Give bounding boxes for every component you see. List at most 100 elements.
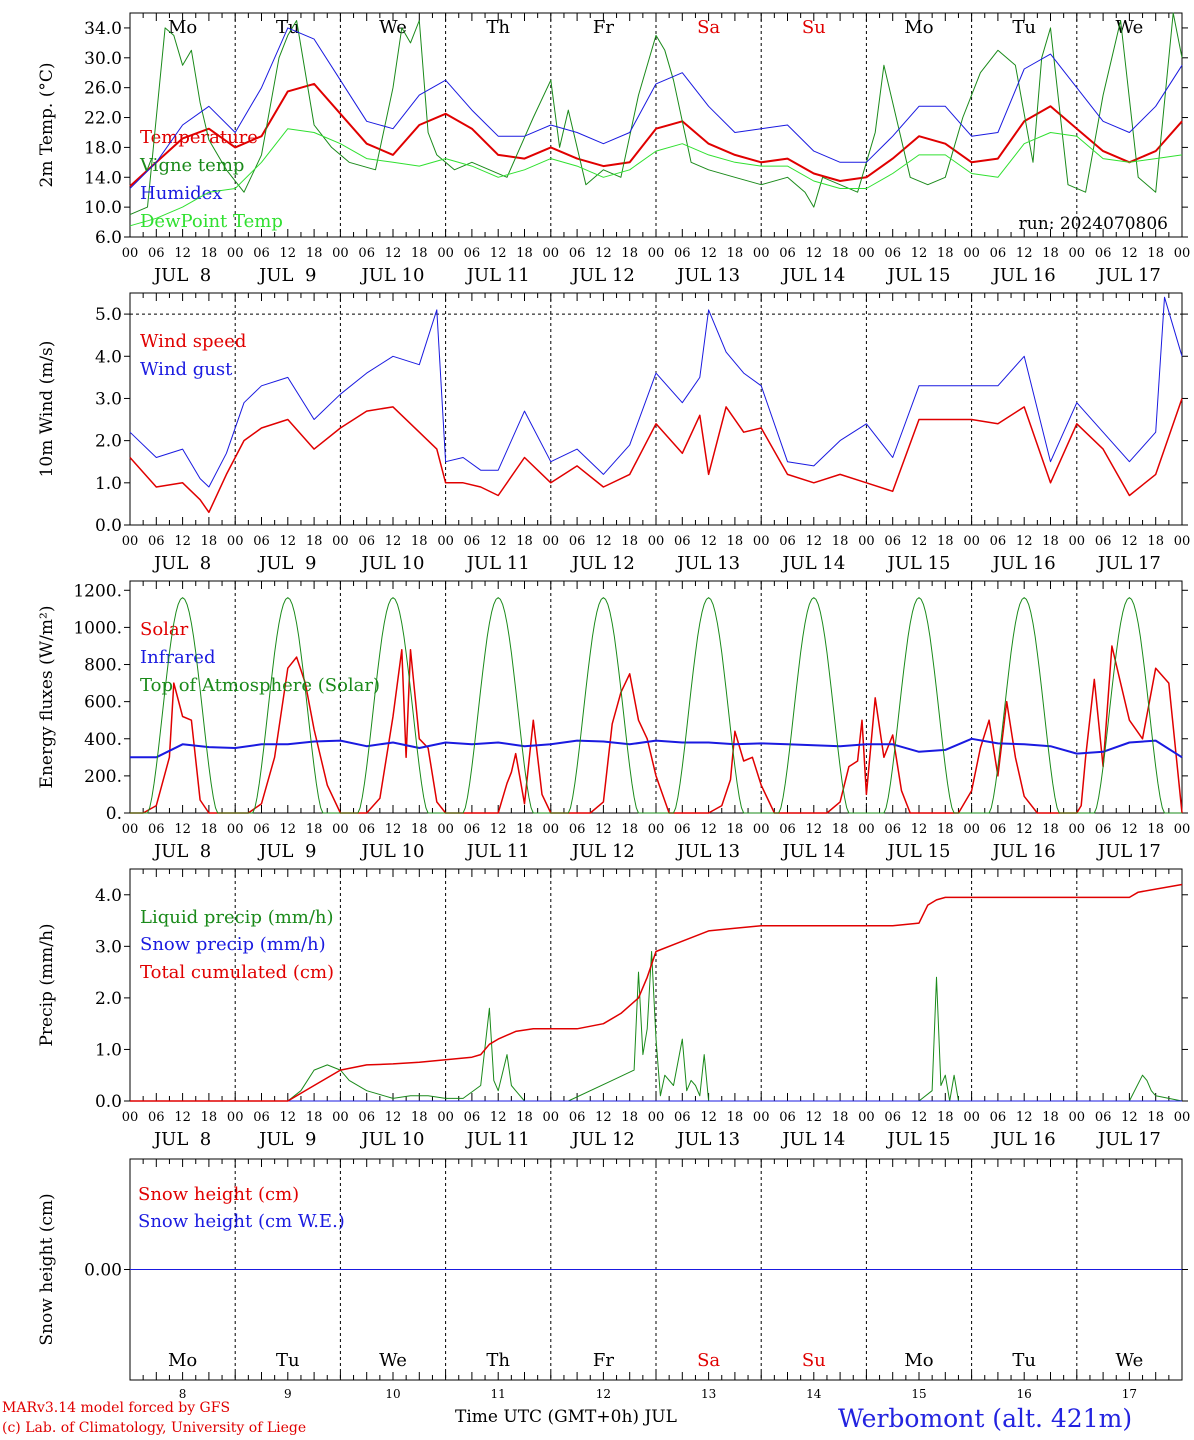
day-number-label: 8 [179, 1387, 187, 1401]
hour-label: 06 [253, 822, 270, 837]
date-label: JUL 16 [991, 1129, 1056, 1150]
y-tick-label: 10.0 [84, 198, 122, 218]
hour-label: 00 [332, 534, 349, 549]
hour-label: 00 [437, 246, 454, 261]
precip-panel: 0.0 1.0 2.0 3.0 4.0 Precip (mm/h) 00 06 12 18 00 06… [37, 868, 1190, 1150]
date-label: JUL 10 [360, 1129, 425, 1150]
date-label: JUL 17 [1096, 1129, 1161, 1150]
y-tick-label: 0. [106, 804, 122, 824]
hour-label: 12 [1016, 534, 1033, 549]
hour-label: 06 [464, 822, 481, 837]
y-tick-label: 1200. [73, 581, 122, 601]
legend-entry: Humidex [140, 183, 222, 204]
hour-label: 00 [332, 246, 349, 261]
hour-label: 12 [806, 1110, 823, 1125]
hour-label: 18 [411, 822, 428, 837]
hour-label: 00 [648, 534, 665, 549]
hour-label: 06 [148, 1110, 165, 1125]
date-label: JUL 9 [257, 265, 316, 286]
day-name: Mo [904, 1350, 933, 1371]
hour-label: 00 [227, 534, 244, 549]
hour-label: 12 [911, 822, 928, 837]
y-tick-label: 26.0 [84, 79, 122, 99]
hour-label: 12 [911, 534, 928, 549]
date-label: JUL 14 [780, 841, 845, 862]
energy-series-line [130, 597, 1182, 814]
date-label: JUL 11 [465, 1129, 530, 1150]
date-label: JUL 17 [1096, 841, 1161, 862]
precip-series-line [130, 883, 1183, 1102]
hour-label: 18 [832, 246, 849, 261]
hour-label: 18 [306, 246, 323, 261]
y-tick-label: 0.00 [84, 1261, 122, 1281]
hour-label: 18 [727, 822, 744, 837]
hour-label: 06 [1095, 246, 1112, 261]
run-label: run: 2024070806 [1019, 214, 1168, 234]
hour-label: 18 [201, 822, 218, 837]
hour-label: 12 [490, 534, 507, 549]
y-tick-label: 600. [84, 693, 122, 713]
date-label: JUL 8 [152, 553, 211, 574]
hour-label: 06 [464, 1110, 481, 1125]
y-tick-label: 2.0 [95, 432, 122, 452]
day-name: Fr [593, 17, 614, 38]
hour-label: 12 [1121, 1110, 1138, 1125]
y-tick-label: 4.0 [95, 347, 122, 367]
hour-label: 00 [963, 246, 980, 261]
hour-label: 00 [227, 246, 244, 261]
energy-series-line [130, 645, 1183, 814]
day-name: Su [802, 1350, 826, 1371]
hour-label: 12 [490, 246, 507, 261]
hour-label: 06 [884, 1110, 901, 1125]
temp-frame [129, 12, 1183, 238]
hour-label: 00 [858, 822, 875, 837]
hour-label: 00 [437, 534, 454, 549]
day-name: Fr [593, 1350, 614, 1371]
hour-label: 12 [806, 246, 823, 261]
date-label: JUL 13 [675, 1129, 740, 1150]
hour-label: 18 [516, 1110, 533, 1125]
hour-label: 12 [1121, 534, 1138, 549]
hour-label: 18 [937, 822, 954, 837]
hour-label: 12 [174, 534, 191, 549]
date-label: JUL 13 [675, 265, 740, 286]
day-name: Mo [168, 17, 197, 38]
y-tick-label: 0.0 [95, 516, 122, 536]
hour-label: 18 [937, 534, 954, 549]
hour-label: 00 [122, 246, 139, 261]
hour-label: 18 [411, 534, 428, 549]
x-axis-title: Time UTC (GMT+0h) JUL [455, 1407, 677, 1427]
date-label: JUL 12 [570, 841, 635, 862]
date-label: JUL 15 [886, 1129, 951, 1150]
y-tick-label: 200. [84, 767, 122, 787]
energy-panel: 0. 200. 400. 600. 800. 1000. 1200. Energy fluxe… [37, 580, 1190, 862]
date-label: JUL 11 [465, 553, 530, 574]
y-axis-label: 2m Temp. (°C) [37, 62, 57, 187]
y-axis-label: Energy fluxes (W/m²) [37, 606, 57, 789]
hour-label: 06 [779, 534, 796, 549]
y-tick-label: 2.0 [95, 989, 122, 1009]
hour-label: 00 [1174, 534, 1191, 549]
hour-label: 18 [306, 1110, 323, 1125]
day-number-label: 17 [1122, 1387, 1137, 1401]
date-label: JUL 12 [570, 1129, 635, 1150]
hour-label: 06 [148, 822, 165, 837]
hour-label: 00 [437, 1110, 454, 1125]
day-number-label: 9 [284, 1387, 292, 1401]
day-name: Su [802, 17, 826, 38]
day-name: We [379, 17, 407, 38]
y-tick-label: 18.0 [84, 138, 122, 158]
hour-label: 18 [621, 1110, 638, 1125]
hour-label: 06 [569, 534, 586, 549]
y-axis-label: Precip (mm/h) [37, 923, 57, 1046]
hour-label: 12 [280, 534, 297, 549]
hour-label: 06 [779, 822, 796, 837]
hour-label: 06 [253, 1110, 270, 1125]
date-label: JUL 16 [991, 841, 1056, 862]
wind-series-line [129, 398, 1183, 514]
hour-label: 18 [621, 246, 638, 261]
day-number-label: 10 [385, 1387, 400, 1401]
y-tick-label: 4.0 [95, 886, 122, 906]
hour-label: 00 [858, 246, 875, 261]
hour-label: 18 [1147, 534, 1164, 549]
